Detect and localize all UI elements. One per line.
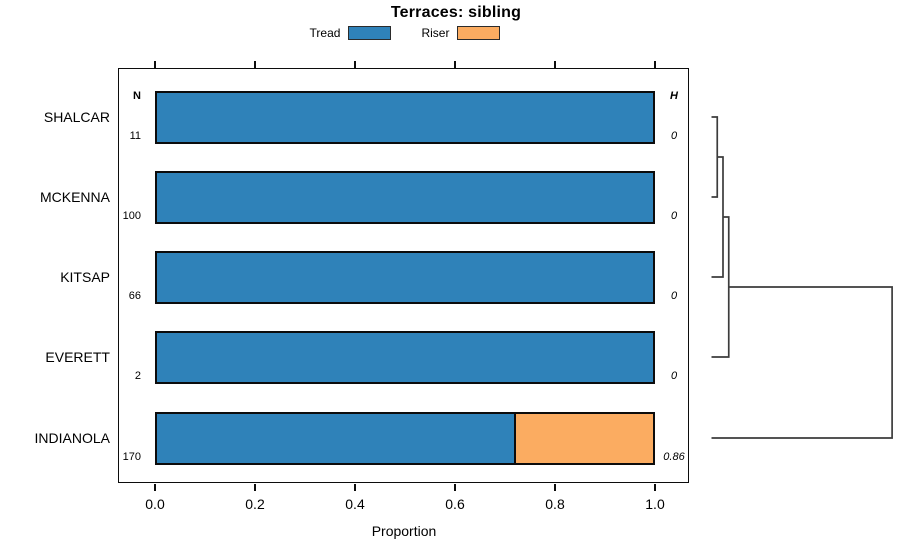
- n-value: 170: [122, 451, 141, 463]
- x-tick-bottom: [454, 484, 456, 491]
- x-tick-top: [654, 61, 656, 68]
- legend-swatch-riser: [457, 26, 501, 40]
- x-axis-label: Proportion: [371, 523, 437, 539]
- row-label-everett: EVERETT: [45, 349, 110, 365]
- plot-area: [118, 68, 689, 483]
- x-tick-bottom: [254, 484, 256, 491]
- row-label-indianola: INDIANOLA: [34, 430, 110, 446]
- bar-segment-tread: [157, 172, 653, 222]
- n-value: 2: [134, 370, 141, 382]
- x-tick-bottom: [154, 484, 156, 491]
- n-value: 66: [128, 290, 141, 302]
- h-value: 0: [670, 130, 678, 142]
- bar-mckenna: [155, 170, 655, 224]
- dendrogram-merge-0: [711, 116, 719, 198]
- dendrogram-merge-3: [711, 286, 893, 439]
- x-tick-label: 0.6: [445, 496, 465, 512]
- x-tick-bottom: [354, 484, 356, 491]
- x-tick-top: [454, 61, 456, 68]
- h-value: 0: [670, 370, 678, 382]
- x-tick-bottom: [554, 484, 556, 491]
- x-tick-top: [554, 61, 556, 68]
- legend-item-riser: Riser: [421, 26, 501, 40]
- x-tick-label: 1.0: [645, 496, 665, 512]
- x-tick-label: 0.4: [345, 496, 365, 512]
- row-label-shalcar: SHALCAR: [43, 109, 110, 125]
- bar-segment-tread: [157, 252, 653, 302]
- bar-segment-riser: [514, 413, 653, 463]
- dendrogram: [711, 116, 893, 439]
- row-label-kitsap: KITSAP: [60, 269, 110, 285]
- legend-swatch-tread: [348, 26, 392, 40]
- chart-title: Terraces: sibling: [390, 4, 522, 21]
- h-column-header: H: [670, 90, 678, 102]
- n-column-header: N: [133, 90, 141, 102]
- x-tick-top: [154, 61, 156, 68]
- legend: Tread Riser: [0, 26, 810, 40]
- row-label-mckenna: MCKENNA: [39, 189, 110, 205]
- bar-segment-tread: [157, 332, 653, 382]
- x-tick-label: 0.2: [245, 496, 265, 512]
- legend-label: Tread: [309, 26, 341, 40]
- x-tick-top: [354, 61, 356, 68]
- dendrogram-merge-2: [711, 216, 730, 358]
- x-tick-bottom: [654, 484, 656, 491]
- x-tick-label: 0.0: [145, 496, 165, 512]
- legend-label: Riser: [421, 26, 450, 40]
- bar-shalcar: [155, 90, 655, 144]
- x-tick-top: [254, 61, 256, 68]
- bar-everett: [155, 330, 655, 384]
- h-value: 0: [670, 290, 678, 302]
- bar-segment-tread: [157, 92, 653, 142]
- h-value: 0.86: [663, 451, 685, 463]
- h-value: 0: [670, 210, 678, 222]
- bar-segment-tread: [157, 413, 515, 463]
- bar-kitsap: [155, 250, 655, 304]
- legend-item-tread: Tread: [310, 26, 392, 40]
- x-tick-label: 0.8: [545, 496, 565, 512]
- n-value: 11: [129, 130, 141, 142]
- n-value: 100: [122, 210, 141, 222]
- bar-indianola: [155, 411, 655, 465]
